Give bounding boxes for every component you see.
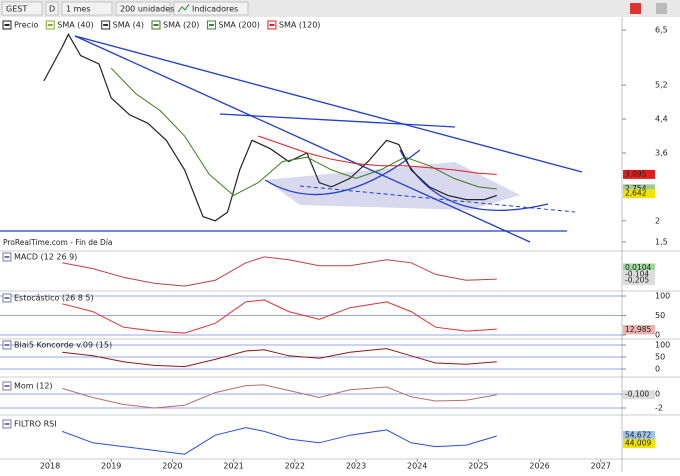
x-tick-label: 2019 xyxy=(101,462,121,471)
y-tick-label: 5,2 xyxy=(655,81,668,90)
x-tick-label: 2018 xyxy=(40,462,60,471)
legend-label: MACD (12 26 9) xyxy=(14,253,77,262)
indicators: Indicadores xyxy=(192,5,238,14)
value-box xyxy=(623,439,655,449)
value-box xyxy=(623,184,655,194)
y-tick-label: 2 xyxy=(655,216,660,225)
value-box xyxy=(623,189,655,199)
value-box-label: 3,095 xyxy=(625,169,647,178)
value-box xyxy=(623,169,655,179)
value-box-label: 2,754 xyxy=(625,184,647,193)
value-box-label: 2,642 xyxy=(625,189,647,198)
y-tick-label: 6,5 xyxy=(655,26,668,35)
y-tick-label: 4,4 xyxy=(655,115,668,124)
legend-label: SMA (120) xyxy=(279,21,321,30)
series-line xyxy=(110,67,497,196)
y-tick-label: 0 xyxy=(655,331,660,340)
value-box-label: 44,009 xyxy=(625,439,651,448)
value-box xyxy=(623,263,655,273)
window-icon[interactable] xyxy=(656,3,667,14)
value-box-label: -0,205 xyxy=(625,276,649,285)
alert-icon[interactable] xyxy=(630,3,641,14)
x-tick-label: 2026 xyxy=(529,462,549,471)
value-box xyxy=(623,276,655,286)
units-box[interactable] xyxy=(115,1,171,16)
indicator-icon xyxy=(177,3,190,13)
channel-shade xyxy=(265,162,520,210)
watermark: ProRealTime.com - Fin de Día xyxy=(3,238,113,247)
interval: 1 mes xyxy=(66,5,91,14)
series-line xyxy=(62,384,497,409)
trend-line xyxy=(74,35,583,173)
y-tick-label: 50 xyxy=(655,353,665,362)
value-box xyxy=(623,430,655,440)
legend-label: SMA (20) xyxy=(163,21,199,30)
trend-line xyxy=(219,113,456,128)
series-line xyxy=(257,135,497,175)
y-tick-label: 1,5 xyxy=(655,238,668,247)
value-box xyxy=(623,390,655,400)
legend-label: Blai5 Koncorde v.09 (15) xyxy=(14,341,112,350)
series-line xyxy=(62,299,497,334)
series-line xyxy=(43,33,497,222)
value-box xyxy=(623,325,655,335)
y-tick-label: 3,6 xyxy=(655,148,668,157)
legend-label: Mom (12) xyxy=(14,382,53,391)
value-box-label: -0,100 xyxy=(625,390,649,399)
period-box[interactable] xyxy=(45,1,59,16)
value-box-label: -0,104 xyxy=(625,270,649,279)
legend-label: FILTRO RSI xyxy=(14,420,57,429)
arc-line xyxy=(264,149,421,196)
legend-label: Estocástico (26 8 5) xyxy=(14,294,94,303)
series-line xyxy=(62,427,497,455)
period: D xyxy=(49,5,55,14)
y-tick-label: 0 xyxy=(655,390,660,399)
y-tick-label: 100 xyxy=(655,292,670,301)
legend-label: SMA (4) xyxy=(113,21,144,30)
x-tick-label: 2022 xyxy=(285,462,305,471)
x-tick-label: 2027 xyxy=(591,462,611,471)
y-tick-label: 100 xyxy=(655,341,670,350)
panel-frames xyxy=(0,17,680,472)
x-tick-label: 2024 xyxy=(407,462,427,471)
legend-label: SMA (40) xyxy=(57,21,93,30)
series-line xyxy=(62,256,497,287)
value-box-label: 12,985 xyxy=(625,325,651,334)
ticker-box[interactable] xyxy=(1,1,43,16)
value-box-label: 0,0104 xyxy=(625,263,651,272)
value-box xyxy=(623,270,655,280)
x-tick-label: 2020 xyxy=(162,462,182,471)
x-tick-label: 2023 xyxy=(346,462,366,471)
x-tick-label: 2021 xyxy=(223,462,243,471)
x-tick-label: 2025 xyxy=(468,462,488,471)
legend-label: SMA (200) xyxy=(218,21,260,30)
legend-label: Precio xyxy=(14,21,38,30)
interval-box[interactable] xyxy=(61,1,113,16)
y-tick-label: -2 xyxy=(655,404,663,413)
y-tick-label: 0 xyxy=(655,365,660,374)
units: 200 unidades xyxy=(120,5,174,14)
indicators-box[interactable] xyxy=(173,1,249,16)
value-box-label: 54,672 xyxy=(625,430,651,439)
series-line xyxy=(62,348,497,368)
y-tick-label: 50 xyxy=(655,311,665,320)
ticker: GEST xyxy=(6,5,27,14)
trend-line xyxy=(74,35,531,243)
